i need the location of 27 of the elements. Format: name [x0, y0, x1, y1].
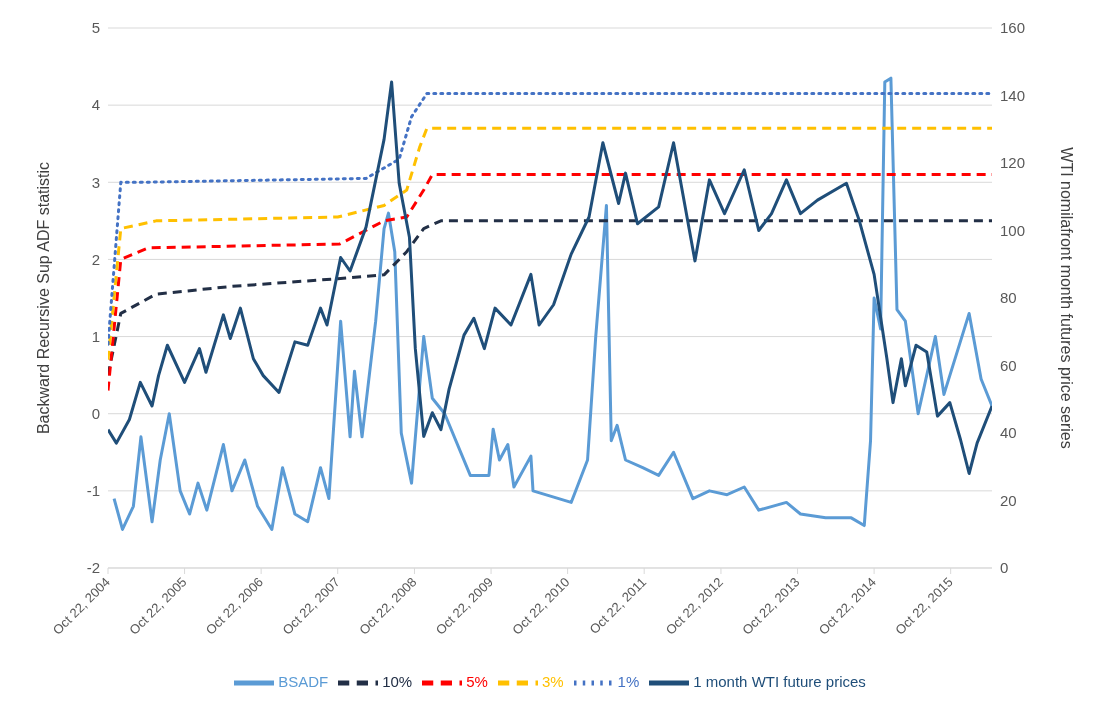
y2-tick-label: 20 [1000, 491, 1017, 509]
legend-label: 1 month WTI future prices [693, 672, 866, 690]
y2-tick-label: 140 [1000, 86, 1026, 104]
y-tick-label: 5 [91, 19, 100, 37]
y-tick-label: 2 [91, 250, 100, 268]
line-series [108, 92, 992, 346]
y2-tick-label: 60 [1000, 356, 1017, 374]
legend-label: BSADF [278, 672, 329, 690]
y-axis-title: Backward Recursive Sup ADF statistic [34, 161, 52, 435]
y2-axis-title: WTI nomilafront month futures price series [1058, 147, 1076, 449]
y2-tick-label: 0 [1000, 559, 1009, 577]
legend-label: 5% [466, 672, 488, 690]
legend-label: 10% [382, 672, 413, 690]
y2-tick-label: 40 [1000, 424, 1017, 442]
y-tick-label: 0 [91, 405, 100, 423]
y-tick-label: 1 [91, 327, 100, 345]
y2-tick-label: 80 [1000, 289, 1017, 307]
legend-label: 1% [617, 672, 640, 690]
y2-tick-label: 120 [1000, 154, 1026, 172]
legend-label: 3% [541, 672, 564, 690]
y-tick-label: 4 [91, 96, 100, 114]
y-tick-label: -2 [86, 559, 100, 577]
line-series [108, 126, 992, 362]
y-tick-label: 3 [91, 173, 100, 191]
y2-tick-label: 160 [1000, 19, 1026, 37]
y2-tick-label: 100 [1000, 221, 1026, 239]
y-tick-label: -1 [86, 482, 100, 500]
